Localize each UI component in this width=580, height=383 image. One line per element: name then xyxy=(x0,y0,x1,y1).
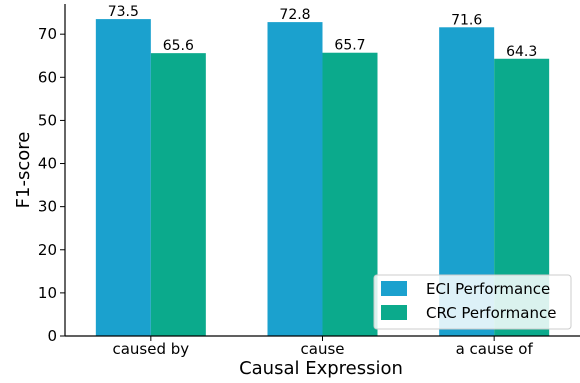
data-label-eci-performance-a-cause-of: 71.6 xyxy=(451,12,482,28)
y-tick-label-60: 60 xyxy=(38,68,57,86)
x-tick-label-cause: cause xyxy=(301,340,345,358)
y-tick-label-50: 50 xyxy=(38,111,57,129)
legend-swatch-crc xyxy=(381,305,407,320)
legend-box xyxy=(373,274,572,330)
x-axis-title: Causal Expression xyxy=(239,358,403,379)
y-tick-label-30: 30 xyxy=(38,198,57,216)
data-label-eci-performance-caused-by: 73.5 xyxy=(108,4,139,20)
bar-crc-performance-cause xyxy=(322,52,378,336)
bar-eci-performance-caused-by xyxy=(95,19,151,336)
data-label-crc-performance-caused-by: 65.6 xyxy=(163,38,194,54)
y-tick-label-40: 40 xyxy=(38,155,57,173)
y-tick-label-10: 10 xyxy=(38,284,57,302)
data-label-crc-performance-cause: 65.7 xyxy=(334,38,365,54)
y-axis-title: F1-score xyxy=(13,132,34,209)
axis-ticks: caused by cause a cause of 0 10 20 30 40 50 60 70 xyxy=(38,25,534,358)
x-tick-label-a-cause-of: a cause of xyxy=(456,340,534,358)
x-tick-label-caused-by: caused by xyxy=(112,340,189,358)
legend-swatch-eci xyxy=(381,281,407,296)
bar-crc-performance-caused-by xyxy=(150,53,206,336)
y-tick-label-20: 20 xyxy=(38,241,57,259)
bar-eci-performance-cause xyxy=(267,22,323,336)
legend: ECI Performance CRC Performance xyxy=(373,274,572,330)
data-label-crc-performance-a-cause-of: 64.3 xyxy=(506,44,537,60)
y-tick-label-70: 70 xyxy=(38,25,57,43)
y-tick-label-0: 0 xyxy=(47,327,57,345)
data-label-eci-performance-cause: 72.8 xyxy=(279,7,310,23)
legend-label-crc: CRC Performance xyxy=(426,304,556,322)
legend-label-eci: ECI Performance xyxy=(426,280,550,298)
